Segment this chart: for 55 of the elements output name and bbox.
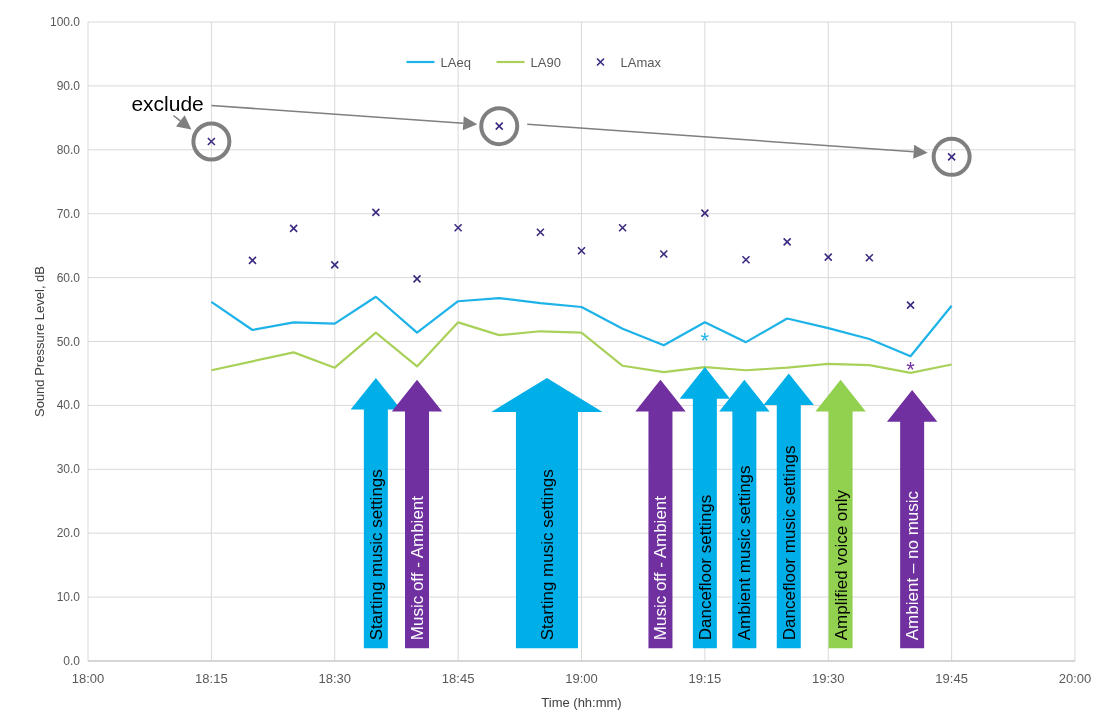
- y-tick-label: 20.0: [56, 526, 81, 541]
- point: [248, 256, 257, 265]
- line-series: [210, 295, 953, 358]
- point: [906, 300, 915, 310]
- point: [823, 252, 833, 262]
- y-tick-label: 40.0: [56, 398, 81, 413]
- point: [371, 208, 381, 217]
- y-tick-label: 0.0: [63, 654, 81, 668]
- x-tick-label: 18:15: [195, 671, 228, 686]
- legend-label: LAeq: [440, 55, 471, 70]
- annotation: Dancefloor music settings: [779, 445, 799, 641]
- annotation: Starting music settings: [366, 469, 386, 641]
- y-tick-label: 100.0: [49, 15, 81, 29]
- y-tick-label: 10.0: [56, 590, 81, 605]
- annotation: Starting music settings: [537, 469, 557, 641]
- line-series: [210, 321, 953, 374]
- legend-label: LAmax: [620, 55, 662, 70]
- y-tick-label: 70.0: [56, 206, 81, 221]
- x-tick-label: 19:30: [811, 671, 845, 686]
- point: [741, 255, 751, 265]
- x-tick-label: 18:45: [441, 671, 475, 686]
- annotation: Music off - Ambient: [408, 495, 428, 641]
- x-tick-label: 19:45: [935, 671, 968, 686]
- point: [659, 249, 669, 259]
- annotation: Amplified voice only: [831, 489, 851, 641]
- x-tick-label: 18:00: [71, 671, 105, 686]
- y-tick-label: 50.0: [56, 334, 81, 349]
- y-axis-title: Sound Pressure Level, dB: [32, 265, 47, 418]
- point: [618, 223, 627, 233]
- annotation: Ambient – no music: [903, 490, 923, 641]
- point: [412, 274, 422, 284]
- y-tick-label: 90.0: [56, 78, 81, 93]
- y-tick-label: 80.0: [56, 142, 81, 157]
- point: [330, 260, 340, 270]
- point: [289, 224, 298, 233]
- point: [577, 246, 586, 256]
- x-tick-label: 18:30: [318, 671, 352, 686]
- annotation: Dancefloor settings: [695, 494, 715, 641]
- x-tick-label: 20:00: [1058, 671, 1092, 686]
- annotation: *: [700, 328, 710, 354]
- point: [865, 253, 874, 263]
- x-axis-title: Time (hh:mm): [541, 695, 622, 710]
- point: [700, 208, 710, 218]
- legend-label: LA90: [530, 55, 561, 70]
- point: [782, 237, 792, 247]
- annotation: *: [906, 357, 916, 383]
- x-tick-label: 19:15: [688, 671, 722, 686]
- y-tick-label: 60.0: [56, 270, 81, 285]
- point: [536, 227, 545, 237]
- y-tick-label: 30.0: [56, 462, 81, 477]
- point: [453, 223, 463, 233]
- x-tick-label: 19:00: [565, 671, 598, 686]
- annotation: Music off - Ambient: [651, 495, 671, 641]
- annotation: Ambient music settings: [735, 465, 755, 641]
- annotation: exclude: [131, 92, 204, 116]
